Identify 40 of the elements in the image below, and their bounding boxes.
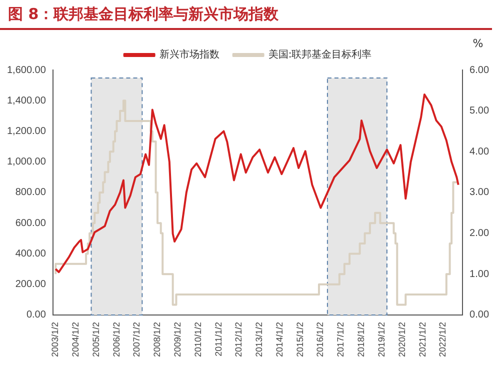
y-tick-label: 400.00 bbox=[15, 248, 46, 260]
y2-tick-label: 2.00 bbox=[470, 228, 490, 240]
y-tick-label: 0.00 bbox=[26, 310, 46, 321]
y-tick-label: 1,600.00 bbox=[6, 64, 46, 76]
x-tick-label: 2007/1/2 bbox=[132, 322, 142, 358]
y-tick-label: 1,200.00 bbox=[6, 126, 46, 137]
x-tick-label: 2021/1/2 bbox=[417, 322, 428, 358]
x-tick-label: 2003/1/2 bbox=[50, 322, 60, 358]
x-tick-label: 2017/1/2 bbox=[336, 322, 346, 358]
x-tick-label: 2006/1/2 bbox=[111, 322, 122, 358]
x-tick-label: 2005/1/2 bbox=[90, 322, 101, 358]
y2-tick-label: 3.00 bbox=[470, 187, 490, 198]
x-tick-label: 2015/1/2 bbox=[294, 322, 305, 358]
y-tick-label: 200.00 bbox=[15, 279, 46, 290]
x-tick-label: 2013/1/2 bbox=[254, 322, 264, 358]
x-tick-label: 2004/1/2 bbox=[70, 322, 80, 358]
x-tick-label: 2022/1/2 bbox=[438, 322, 448, 358]
y2-tick-label: 0.00 bbox=[470, 310, 490, 321]
x-tick-label: 2020/1/2 bbox=[396, 322, 407, 358]
legend-label: 新兴市场指数 bbox=[159, 48, 220, 61]
y2-tick-label: 4.00 bbox=[470, 146, 490, 158]
x-tick-label: 2018/1/2 bbox=[356, 322, 366, 358]
x-tick-label: 2008/1/2 bbox=[152, 322, 162, 358]
x-tick-label: 2016/1/2 bbox=[315, 322, 326, 358]
y2-axis-title: % bbox=[472, 36, 484, 50]
x-tick-label: 2011/1/2 bbox=[213, 322, 224, 356]
y2-tick-label: 1.00 bbox=[470, 268, 490, 280]
x-tick-label: 2014/1/2 bbox=[274, 322, 284, 358]
x-tick-label: 2010/1/2 bbox=[192, 322, 203, 358]
y2-tick-label: 6.00 bbox=[470, 64, 490, 76]
y-tick-label: 600.00 bbox=[15, 218, 46, 229]
x-tick-label: 2009/1/2 bbox=[172, 322, 182, 358]
chart-title: 图 8：联邦基金目标利率与新兴市场指数 bbox=[0, 0, 492, 30]
y-tick-label: 1,000.00 bbox=[6, 156, 46, 168]
x-tick-label: 2012/1/2 bbox=[234, 322, 244, 358]
y-tick-label: 1,400.00 bbox=[6, 95, 46, 106]
y2-tick-label: 5.00 bbox=[470, 106, 490, 117]
y-tick-label: 800.00 bbox=[15, 187, 46, 198]
legend-label: 美国:联邦基金目标利率 bbox=[268, 48, 372, 61]
x-tick-label: 2019/1/2 bbox=[376, 322, 386, 358]
